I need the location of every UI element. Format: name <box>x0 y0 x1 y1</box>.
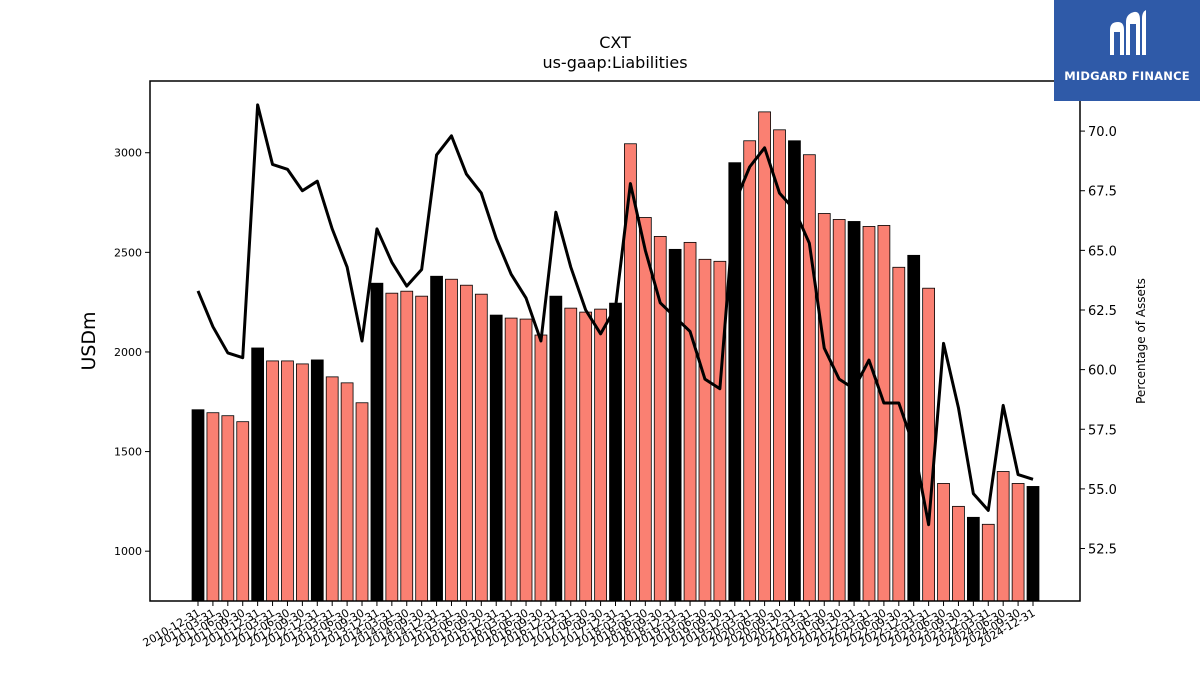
bar <box>609 302 622 602</box>
y-tick-label: 1500 <box>114 446 142 459</box>
bar <box>534 334 548 602</box>
bar <box>281 360 294 602</box>
y-axis-right: 52.5 55.0 57.5 60.0 62.5 65.0 67.5 70.0 <box>1080 125 1117 558</box>
bar <box>802 154 816 602</box>
y2-axis-label: Percentage of Assets <box>1134 278 1148 404</box>
bar <box>564 307 578 602</box>
bar <box>1026 486 1040 602</box>
bar <box>236 421 250 602</box>
bar <box>594 308 607 602</box>
y-tick-label: 1000 <box>114 545 142 558</box>
y2-tick-label: 60.0 <box>1088 364 1117 379</box>
bar <box>206 412 220 602</box>
y2-tick-label: 67.5 <box>1088 185 1117 200</box>
y2-tick-label: 57.5 <box>1088 423 1117 438</box>
bar <box>862 226 876 602</box>
bar <box>758 111 771 602</box>
bar <box>325 376 339 602</box>
bar <box>430 275 443 602</box>
y2-tick-label: 70.0 <box>1088 125 1117 140</box>
bar <box>400 290 414 602</box>
bar <box>1011 483 1025 602</box>
bar <box>728 162 742 602</box>
bar <box>474 293 488 602</box>
bar <box>832 219 846 602</box>
bar <box>251 347 265 602</box>
bar <box>966 516 980 602</box>
percentage-of-assets-line <box>196 103 1034 527</box>
midgard-finance-logo: MIDGARD FINANCE <box>1054 0 1200 101</box>
bar <box>907 254 921 602</box>
bar <box>549 295 563 602</box>
bar <box>221 415 235 602</box>
bar <box>310 359 324 602</box>
y-tick-label: 3000 <box>114 147 142 160</box>
bar <box>355 402 369 602</box>
bar <box>579 311 593 602</box>
bar <box>296 363 309 602</box>
chart-subtitle: us-gaap:Liabilities <box>542 53 687 72</box>
bar <box>445 278 458 602</box>
bar <box>638 217 652 602</box>
bar <box>519 318 533 602</box>
bar <box>266 360 279 602</box>
y2-tick-label: 65.0 <box>1088 244 1117 259</box>
bar <box>952 505 965 602</box>
bar <box>773 129 786 602</box>
y-tick-label: 2500 <box>114 246 142 259</box>
bar <box>698 258 712 602</box>
y-axis-label: USDm <box>78 311 100 370</box>
bar <box>370 282 384 602</box>
bar <box>743 140 757 602</box>
y-tick-label: 2000 <box>114 346 142 359</box>
bar <box>340 382 354 602</box>
bar <box>415 295 429 602</box>
y2-tick-label: 52.5 <box>1088 543 1117 558</box>
midgard-m-logo-icon <box>1110 10 1146 55</box>
bar <box>922 287 935 602</box>
bar <box>489 314 503 602</box>
y-axis-left: 1000 1500 2000 2500 3000 <box>114 147 150 558</box>
chart-title: CXT <box>599 33 631 52</box>
bar-series <box>191 111 1040 602</box>
logo-text: MIDGARD FINANCE <box>1064 69 1190 83</box>
bar <box>713 260 727 602</box>
y2-tick-label: 55.0 <box>1088 483 1117 498</box>
bar <box>668 248 682 602</box>
bar <box>892 266 906 602</box>
bar <box>683 241 697 602</box>
bar <box>877 225 891 602</box>
bar <box>847 221 861 602</box>
bar <box>504 317 518 602</box>
bar <box>460 284 473 602</box>
x-axis: 2010-12-312011-03-312011-06-302011-09-30… <box>141 601 1038 650</box>
bar <box>385 292 399 602</box>
y2-tick-label: 62.5 <box>1088 304 1117 319</box>
bar <box>817 213 831 602</box>
bar <box>996 471 1010 602</box>
bar <box>937 483 950 602</box>
bar <box>981 523 995 602</box>
bar <box>191 409 205 602</box>
